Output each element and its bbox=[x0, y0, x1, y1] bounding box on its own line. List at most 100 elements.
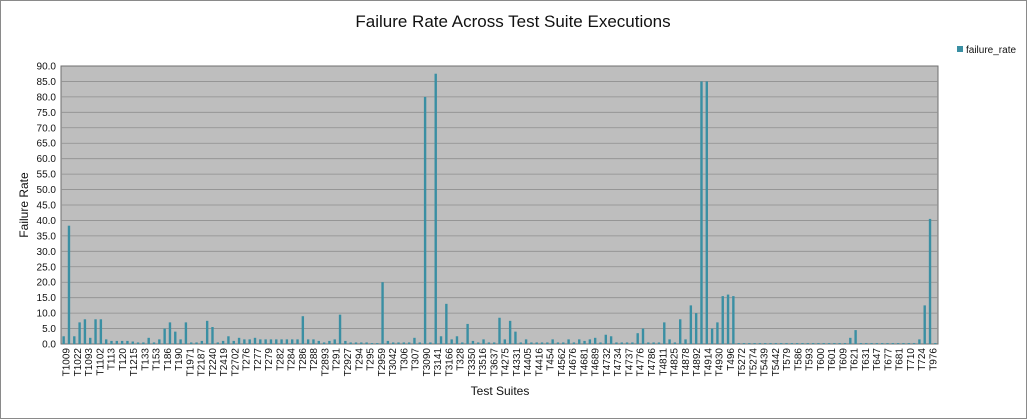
bar bbox=[402, 342, 406, 344]
x-tick-label: T4914 bbox=[703, 348, 714, 377]
bar bbox=[875, 343, 879, 344]
bar bbox=[764, 343, 767, 344]
bar bbox=[195, 342, 198, 344]
y-tick-label: 30.0 bbox=[37, 247, 57, 258]
x-tick-label: T2419 bbox=[219, 348, 230, 377]
bar bbox=[902, 343, 905, 344]
bar bbox=[700, 81, 703, 344]
bar bbox=[381, 282, 384, 344]
legend: failure_rate bbox=[957, 45, 1016, 56]
bar bbox=[907, 343, 910, 344]
bar bbox=[748, 343, 751, 344]
x-tick-label: T631 bbox=[861, 348, 872, 371]
x-tick-label: T276 bbox=[242, 348, 253, 371]
x-tick-label: T677 bbox=[883, 348, 894, 371]
bar bbox=[168, 322, 172, 344]
y-tick-label: 25.0 bbox=[37, 262, 57, 273]
bar bbox=[275, 339, 278, 344]
y-tick-label: 80.0 bbox=[37, 92, 57, 103]
y-tick-label: 85.0 bbox=[37, 77, 57, 88]
bar bbox=[849, 337, 852, 344]
bar bbox=[615, 342, 618, 344]
y-tick-label: 10.0 bbox=[37, 309, 57, 320]
x-tick-label: T4676 bbox=[568, 348, 579, 377]
bar bbox=[631, 342, 634, 344]
bar bbox=[705, 81, 708, 344]
bar bbox=[227, 336, 230, 344]
x-tick-label: T294 bbox=[354, 348, 365, 371]
bar bbox=[524, 339, 528, 344]
x-tick-label: T3090 bbox=[422, 348, 433, 377]
x-tick-label: T307 bbox=[411, 348, 422, 371]
bar bbox=[269, 339, 273, 344]
x-tick-label: T3166 bbox=[444, 348, 455, 377]
bar bbox=[918, 339, 921, 344]
y-tick-label: 40.0 bbox=[37, 216, 57, 227]
bar bbox=[338, 314, 342, 344]
x-tick-label: T976 bbox=[929, 348, 940, 371]
bar bbox=[769, 343, 772, 344]
bar bbox=[710, 328, 714, 344]
bar bbox=[817, 343, 820, 344]
bar bbox=[498, 317, 501, 344]
bar bbox=[99, 319, 103, 344]
y-tick-label: 45.0 bbox=[37, 201, 57, 212]
x-tick-label: T277 bbox=[253, 348, 264, 371]
y-tick-label: 15.0 bbox=[37, 293, 57, 304]
bar bbox=[104, 339, 108, 344]
bar bbox=[280, 339, 283, 344]
x-tick-label: T2959 bbox=[377, 348, 388, 377]
x-tick-label: T601 bbox=[827, 348, 838, 371]
bar bbox=[216, 342, 219, 344]
bar bbox=[264, 339, 267, 344]
bar bbox=[843, 343, 847, 344]
bar bbox=[466, 323, 469, 344]
bar bbox=[253, 337, 257, 344]
x-tick-label: T1009 bbox=[62, 348, 73, 377]
bar bbox=[578, 339, 581, 344]
bar bbox=[317, 340, 320, 344]
x-tick-label: T5274 bbox=[748, 348, 759, 377]
bar bbox=[647, 342, 650, 344]
bar bbox=[115, 340, 119, 344]
bar bbox=[158, 339, 161, 344]
bar bbox=[184, 322, 188, 344]
x-tick-label: T4776 bbox=[636, 348, 647, 377]
bar bbox=[742, 343, 746, 344]
x-tick-label: T710 bbox=[906, 348, 917, 371]
bar bbox=[806, 343, 809, 344]
x-tick-label: T4878 bbox=[681, 348, 692, 377]
x-tick-label: T5442 bbox=[771, 348, 782, 377]
bar bbox=[811, 343, 815, 344]
bar bbox=[721, 296, 724, 344]
x-tick-label: T2702 bbox=[230, 348, 241, 377]
bar bbox=[673, 342, 677, 344]
bar bbox=[455, 336, 459, 344]
y-tick-label: 90.0 bbox=[37, 62, 57, 73]
bar bbox=[785, 343, 788, 344]
x-tick-label: T186 bbox=[163, 348, 174, 371]
bar bbox=[503, 339, 507, 344]
x-tick-label: T3042 bbox=[388, 348, 399, 377]
bar bbox=[365, 342, 368, 344]
x-tick-label: T133 bbox=[140, 348, 151, 371]
x-tick-label: T295 bbox=[366, 348, 377, 371]
x-tick-label: T306 bbox=[399, 348, 410, 371]
bar bbox=[110, 340, 113, 344]
x-tick-label: T4786 bbox=[647, 348, 658, 377]
bar bbox=[583, 340, 586, 344]
x-tick-label: T3350 bbox=[467, 348, 478, 377]
bar bbox=[514, 331, 517, 344]
x-tick-label: T593 bbox=[805, 348, 816, 371]
bar bbox=[142, 342, 145, 344]
x-tick-label: T4416 bbox=[534, 348, 545, 377]
bar bbox=[344, 340, 347, 344]
bar bbox=[301, 316, 305, 344]
legend-label: failure_rate bbox=[966, 45, 1016, 56]
bar bbox=[562, 342, 565, 344]
x-tick-label: T1215 bbox=[129, 348, 140, 377]
x-tick-label: T1102 bbox=[95, 348, 106, 376]
y-tick-label: 70.0 bbox=[37, 123, 57, 134]
bar bbox=[126, 340, 129, 344]
bar bbox=[551, 339, 554, 344]
